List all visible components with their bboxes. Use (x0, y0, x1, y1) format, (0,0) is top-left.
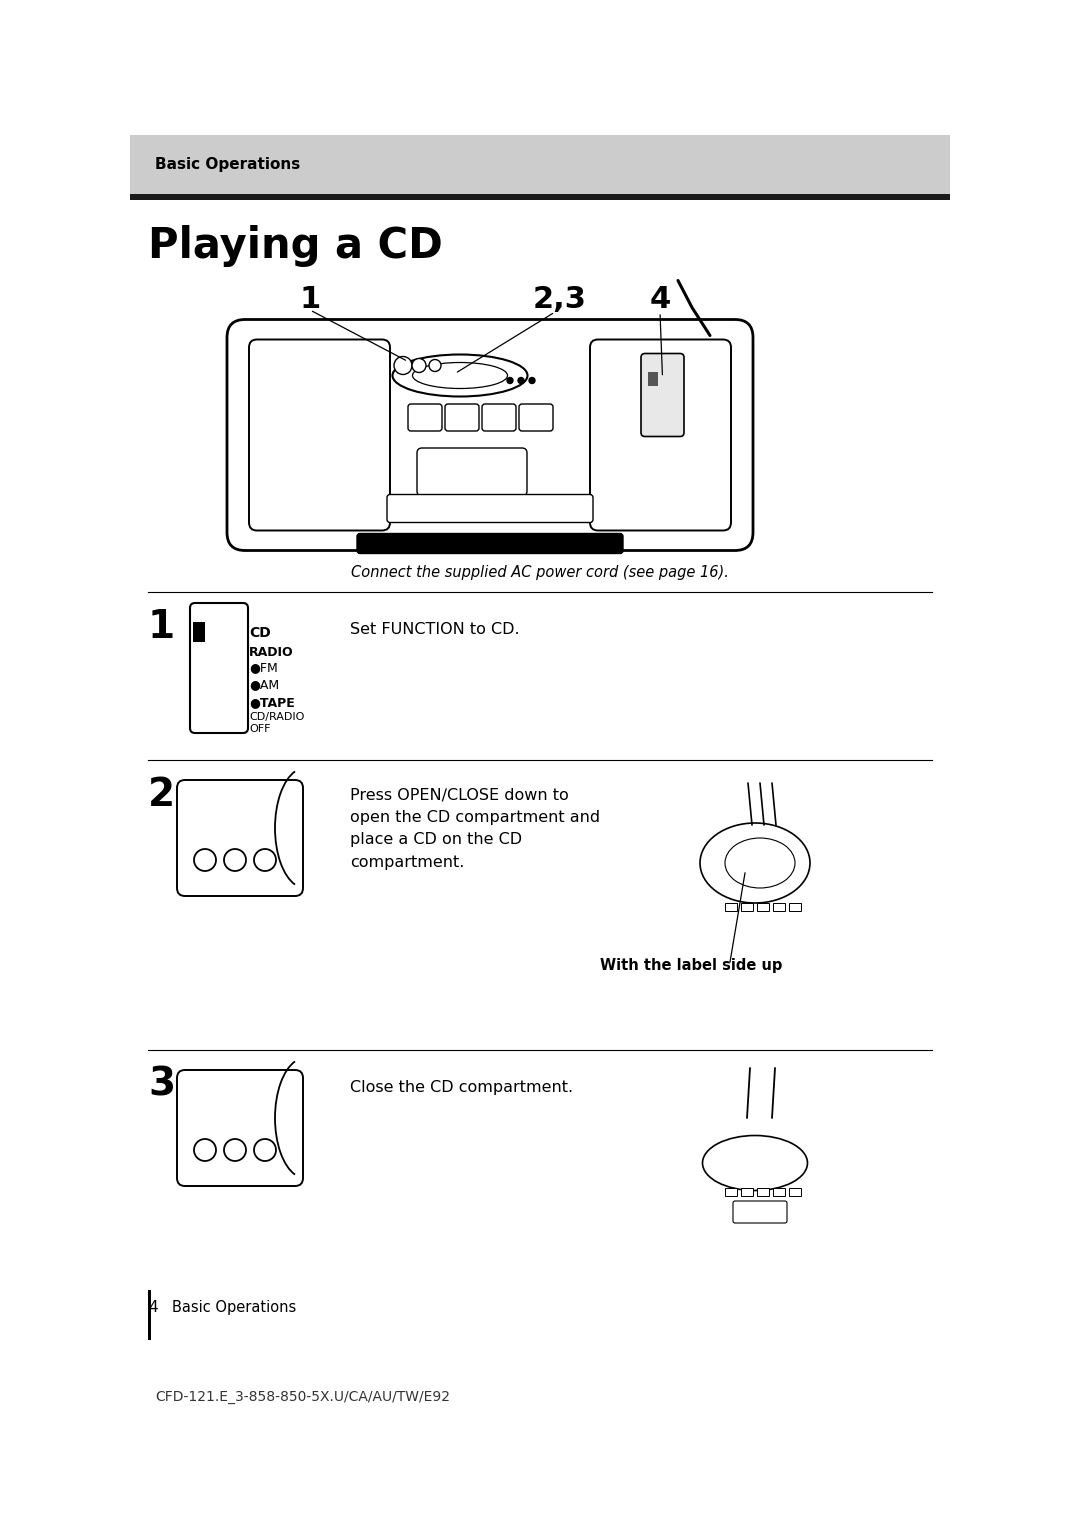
Text: OFF: OFF (249, 724, 270, 733)
Ellipse shape (392, 354, 527, 396)
Bar (130, 134, 950, 200)
Text: 4: 4 (148, 1300, 158, 1316)
Text: CFD-121.E_3-858-850-5X.U/CA/AU/TW/E92: CFD-121.E_3-858-850-5X.U/CA/AU/TW/E92 (156, 1390, 450, 1404)
Ellipse shape (702, 1135, 808, 1190)
Text: Press OPEN∕CLOSE down to
open the CD compartment and
place a CD on the CD
compar: Press OPEN∕CLOSE down to open the CD com… (350, 788, 600, 869)
Ellipse shape (725, 837, 795, 888)
FancyBboxPatch shape (642, 353, 684, 437)
FancyBboxPatch shape (177, 1070, 303, 1186)
Text: 3: 3 (148, 1067, 175, 1105)
Text: ●TAPE: ●TAPE (249, 695, 295, 709)
Bar (789, 903, 801, 911)
Circle shape (518, 377, 524, 384)
Circle shape (507, 377, 513, 384)
Circle shape (254, 850, 276, 871)
FancyBboxPatch shape (357, 533, 623, 553)
Bar (193, 622, 205, 642)
Bar (648, 371, 658, 385)
Bar (130, 194, 950, 200)
FancyBboxPatch shape (408, 403, 442, 431)
FancyBboxPatch shape (433, 495, 513, 516)
Circle shape (224, 850, 246, 871)
FancyBboxPatch shape (519, 403, 553, 431)
Text: RADIO: RADIO (249, 646, 294, 659)
Bar (757, 1187, 769, 1196)
Bar (773, 1187, 785, 1196)
Circle shape (194, 1138, 216, 1161)
FancyBboxPatch shape (417, 448, 527, 497)
FancyBboxPatch shape (445, 403, 480, 431)
Circle shape (411, 359, 426, 373)
Circle shape (429, 359, 441, 371)
Text: Set FUNCTION to CD.: Set FUNCTION to CD. (350, 622, 519, 637)
Circle shape (529, 377, 535, 384)
Bar (741, 903, 753, 911)
Circle shape (224, 1138, 246, 1161)
Bar (757, 903, 769, 911)
Text: Close the CD compartment.: Close the CD compartment. (350, 1080, 573, 1096)
Text: ●FM: ●FM (249, 662, 278, 674)
Text: Basic Operations: Basic Operations (156, 157, 300, 173)
Ellipse shape (413, 362, 508, 388)
Text: 2: 2 (148, 776, 175, 814)
FancyBboxPatch shape (177, 779, 303, 895)
FancyBboxPatch shape (482, 403, 516, 431)
Text: CD/RADIO: CD/RADIO (249, 712, 305, 723)
FancyBboxPatch shape (249, 339, 390, 530)
Bar (741, 1187, 753, 1196)
Text: CD: CD (249, 626, 271, 640)
Circle shape (194, 850, 216, 871)
Bar (789, 1187, 801, 1196)
Text: 1: 1 (148, 608, 175, 646)
Text: ●AM: ●AM (249, 678, 279, 691)
FancyBboxPatch shape (733, 1201, 787, 1222)
Text: Connect the supplied AC power cord (see page 16).: Connect the supplied AC power cord (see … (351, 565, 729, 581)
FancyBboxPatch shape (590, 339, 731, 530)
Text: Playing a CD: Playing a CD (148, 225, 443, 267)
Text: With the label side up: With the label side up (600, 958, 782, 973)
Text: 1: 1 (299, 286, 321, 313)
Text: OPEN/CLOSE: OPEN/CLOSE (199, 802, 282, 814)
FancyBboxPatch shape (227, 319, 753, 550)
Bar (725, 1187, 737, 1196)
FancyBboxPatch shape (190, 604, 248, 733)
Text: OPEN/CLOSE: OPEN/CLOSE (199, 1093, 282, 1105)
Bar (148, 1290, 151, 1340)
Text: 2,3: 2,3 (534, 286, 586, 313)
Circle shape (254, 1138, 276, 1161)
FancyBboxPatch shape (387, 495, 593, 523)
Bar (725, 903, 737, 911)
Ellipse shape (700, 824, 810, 903)
Circle shape (394, 356, 411, 374)
Text: Basic Operations: Basic Operations (172, 1300, 296, 1316)
Bar (773, 903, 785, 911)
Text: 4: 4 (649, 286, 671, 313)
